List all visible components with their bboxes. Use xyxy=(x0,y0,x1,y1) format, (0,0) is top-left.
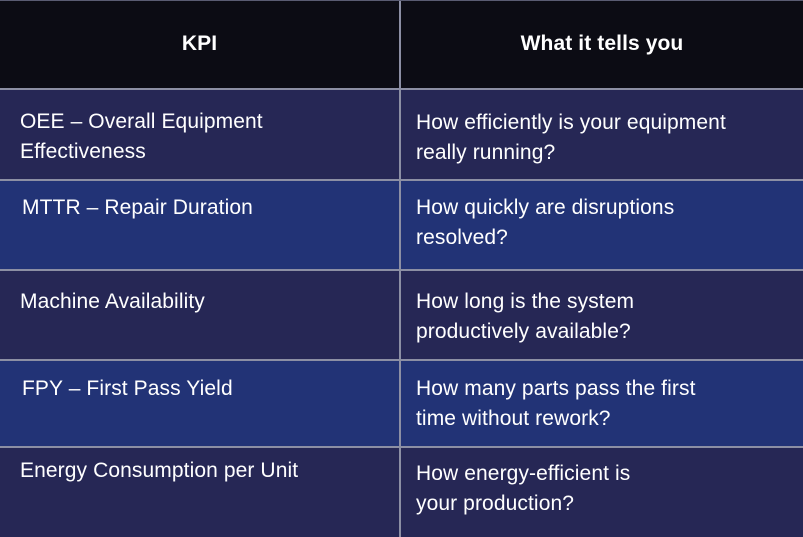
description-cell: How many parts pass the first time witho… xyxy=(399,361,803,446)
table-top-border xyxy=(0,0,803,1)
row-divider xyxy=(0,88,803,90)
kpi-cell: Energy Consumption per Unit xyxy=(20,459,299,482)
table-header-row: KPI What it tells you xyxy=(0,0,803,88)
row-divider xyxy=(0,359,803,361)
description-cell: How efficiently is your equipment really… xyxy=(399,90,803,179)
kpi-cell: FPY – First Pass Yield xyxy=(22,377,233,400)
table-row: Machine Availability How long is the sys… xyxy=(0,271,803,359)
kpi-cell: MTTR – Repair Duration xyxy=(22,196,253,219)
description-cell: How long is the system productively avai… xyxy=(399,271,803,359)
row-divider xyxy=(0,446,803,448)
header-kpi: KPI xyxy=(181,32,218,55)
kpi-cell: Machine Availability xyxy=(20,290,205,313)
description-cell: How energy-efficient is your production? xyxy=(399,448,803,537)
row-divider xyxy=(0,269,803,271)
table-row: MTTR – Repair Duration How quickly are d… xyxy=(0,181,803,269)
table-row: FPY – First Pass Yield How many parts pa… xyxy=(0,361,803,446)
header-what-it-tells-you: What it tells you xyxy=(399,0,803,88)
row-divider xyxy=(0,179,803,181)
table-row: OEE – Overall Equipment Effectiveness Ho… xyxy=(0,90,803,179)
description-cell: How quickly are disruptions resolved? xyxy=(399,181,803,269)
table-row: Energy Consumption per Unit How energy-e… xyxy=(0,448,803,537)
kpi-cell: OEE – Overall Equipment Effectiveness xyxy=(20,110,263,163)
